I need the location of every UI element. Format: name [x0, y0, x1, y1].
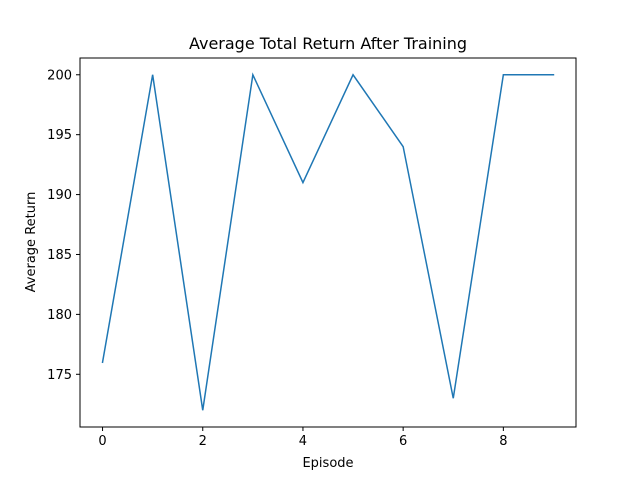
y-axis-label: Average Return	[24, 192, 39, 293]
y-tick-label: 190	[47, 188, 72, 203]
data-point	[101, 361, 103, 363]
data-point	[452, 397, 454, 399]
x-axis-label: Episode	[302, 456, 353, 471]
y-axis-ticks: 175 180 185 190 195 200	[47, 68, 80, 383]
data-point	[302, 181, 304, 183]
data-point	[402, 145, 404, 147]
x-tick-label: 0	[98, 434, 106, 449]
series-layer	[101, 72, 555, 411]
plot-area-frame	[79, 57, 577, 428]
x-tick-label: 2	[199, 434, 207, 449]
series-line	[101, 72, 555, 411]
y-tick-label: 185	[47, 248, 72, 263]
data-point	[151, 74, 153, 76]
chart-title: Average Total Return After Training	[189, 34, 467, 53]
data-point	[252, 74, 254, 76]
y-tick-label: 180	[47, 308, 72, 323]
data-point	[552, 74, 554, 76]
data-point	[202, 409, 204, 411]
y-tick-label: 195	[47, 128, 72, 143]
y-tick-label: 175	[47, 368, 72, 383]
x-tick-label: 6	[399, 434, 407, 449]
data-point	[502, 74, 504, 76]
x-tick-label: 4	[299, 434, 307, 449]
x-tick-label: 8	[499, 434, 507, 449]
x-axis-ticks: 0 2 4 6 8	[98, 427, 507, 449]
y-tick-label: 200	[47, 68, 72, 83]
data-point	[352, 74, 354, 76]
